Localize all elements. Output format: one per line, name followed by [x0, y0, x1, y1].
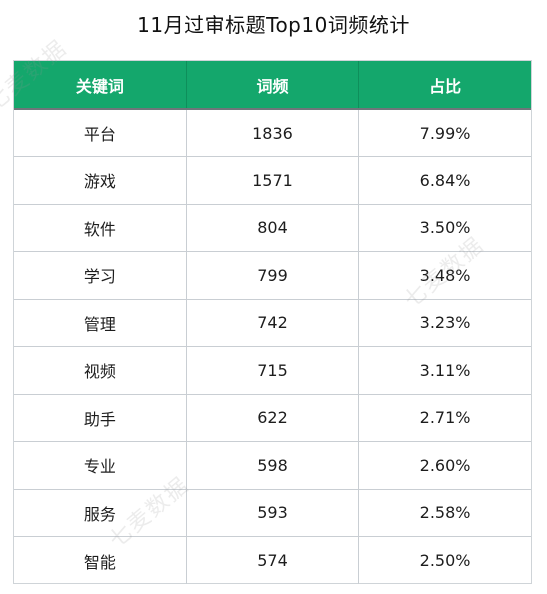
- percentage-cell: 3.11%: [358, 346, 531, 394]
- table-row: 游戏 1571 6.84%: [14, 156, 531, 204]
- table-row: 学习 799 3.48%: [14, 251, 531, 299]
- frequency-cell: 715: [186, 346, 360, 394]
- keyword-cell: 助手: [14, 393, 187, 442]
- frequency-cell: 799: [186, 251, 360, 299]
- percentage-cell: 3.23%: [358, 298, 531, 347]
- keyword-cell: 智能: [14, 536, 187, 584]
- table-row: 管理 742 3.23%: [14, 298, 531, 347]
- percentage-cell: 2.50%: [358, 536, 531, 584]
- frequency-cell: 1571: [186, 156, 360, 204]
- percentage-cell: 7.99%: [358, 108, 531, 157]
- frequency-cell: 742: [186, 298, 360, 347]
- keyword-cell: 服务: [14, 488, 187, 537]
- table-row: 视频 715 3.11%: [14, 346, 531, 394]
- keyword-cell: 视频: [14, 346, 187, 394]
- percentage-cell: 2.71%: [358, 393, 531, 442]
- frequency-cell: 622: [186, 393, 360, 442]
- percentage-cell: 2.60%: [358, 441, 531, 489]
- percentage-cell: 3.48%: [358, 251, 531, 299]
- table-row: 平台 1836 7.99%: [14, 108, 531, 157]
- page-title: 11月过审标题Top10词频统计: [137, 13, 410, 37]
- word-frequency-table: 关键词 词频 占比 平台 1836 7.99% 游戏 1571 6.84% 软件…: [13, 60, 532, 584]
- percentage-cell: 6.84%: [358, 156, 531, 204]
- data-table: 关键词 词频 占比 平台 1836 7.99% 游戏 1571 6.84% 软件…: [14, 61, 531, 584]
- table-header-row: 关键词 词频 占比: [14, 61, 531, 109]
- keyword-cell: 管理: [14, 298, 187, 347]
- percentage-cell: 3.50%: [358, 203, 531, 252]
- column-header-percentage[interactable]: 占比: [429, 76, 462, 96]
- frequency-cell: 593: [186, 488, 360, 537]
- percentage-cell: 2.58%: [358, 488, 531, 537]
- table-row: 软件 804 3.50%: [14, 203, 531, 252]
- keyword-cell: 平台: [14, 108, 187, 157]
- table-row: 专业 598 2.60%: [14, 441, 531, 489]
- frequency-cell: 1836: [186, 108, 360, 157]
- frequency-cell: 598: [186, 441, 360, 489]
- keyword-cell: 游戏: [14, 156, 187, 204]
- frequency-cell: 804: [186, 203, 360, 252]
- frequency-cell: 574: [186, 536, 360, 584]
- column-header-frequency[interactable]: 词频: [186, 61, 360, 109]
- column-header-keyword[interactable]: 关键词: [14, 61, 187, 109]
- table-row: 助手 622 2.71%: [14, 393, 531, 442]
- keyword-cell: 软件: [14, 203, 187, 252]
- keyword-cell: 专业: [14, 441, 187, 489]
- table-row: 服务 593 2.58%: [14, 488, 531, 537]
- keyword-cell: 学习: [14, 251, 187, 299]
- table-row: 智能 574 2.50%: [14, 536, 531, 584]
